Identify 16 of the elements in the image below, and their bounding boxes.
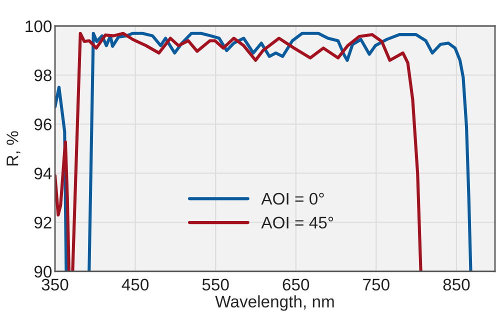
x-axis-title: Wavelength, nm <box>215 295 334 311</box>
y-tick-label: 90 <box>34 266 52 278</box>
x-tick-label: 750 <box>363 278 390 291</box>
x-tick-label: 650 <box>282 278 310 291</box>
x-tick-label: 450 <box>122 278 149 291</box>
y-tick-label: 92 <box>34 216 52 229</box>
y-tick-label: 100 <box>26 20 52 32</box>
legend-label: AOI = 0° <box>261 192 324 205</box>
y-tick-label: 98 <box>34 69 52 82</box>
x-tick-label: 850 <box>443 278 470 291</box>
x-tick-label: 550 <box>202 278 229 291</box>
y-tick-label: 96 <box>34 118 52 130</box>
y-tick-label: 94 <box>34 168 52 180</box>
legend-label: AOI = 45° <box>261 216 334 229</box>
x-tick-label: 350 <box>42 278 68 291</box>
y-axis-title: R, % <box>6 131 20 166</box>
